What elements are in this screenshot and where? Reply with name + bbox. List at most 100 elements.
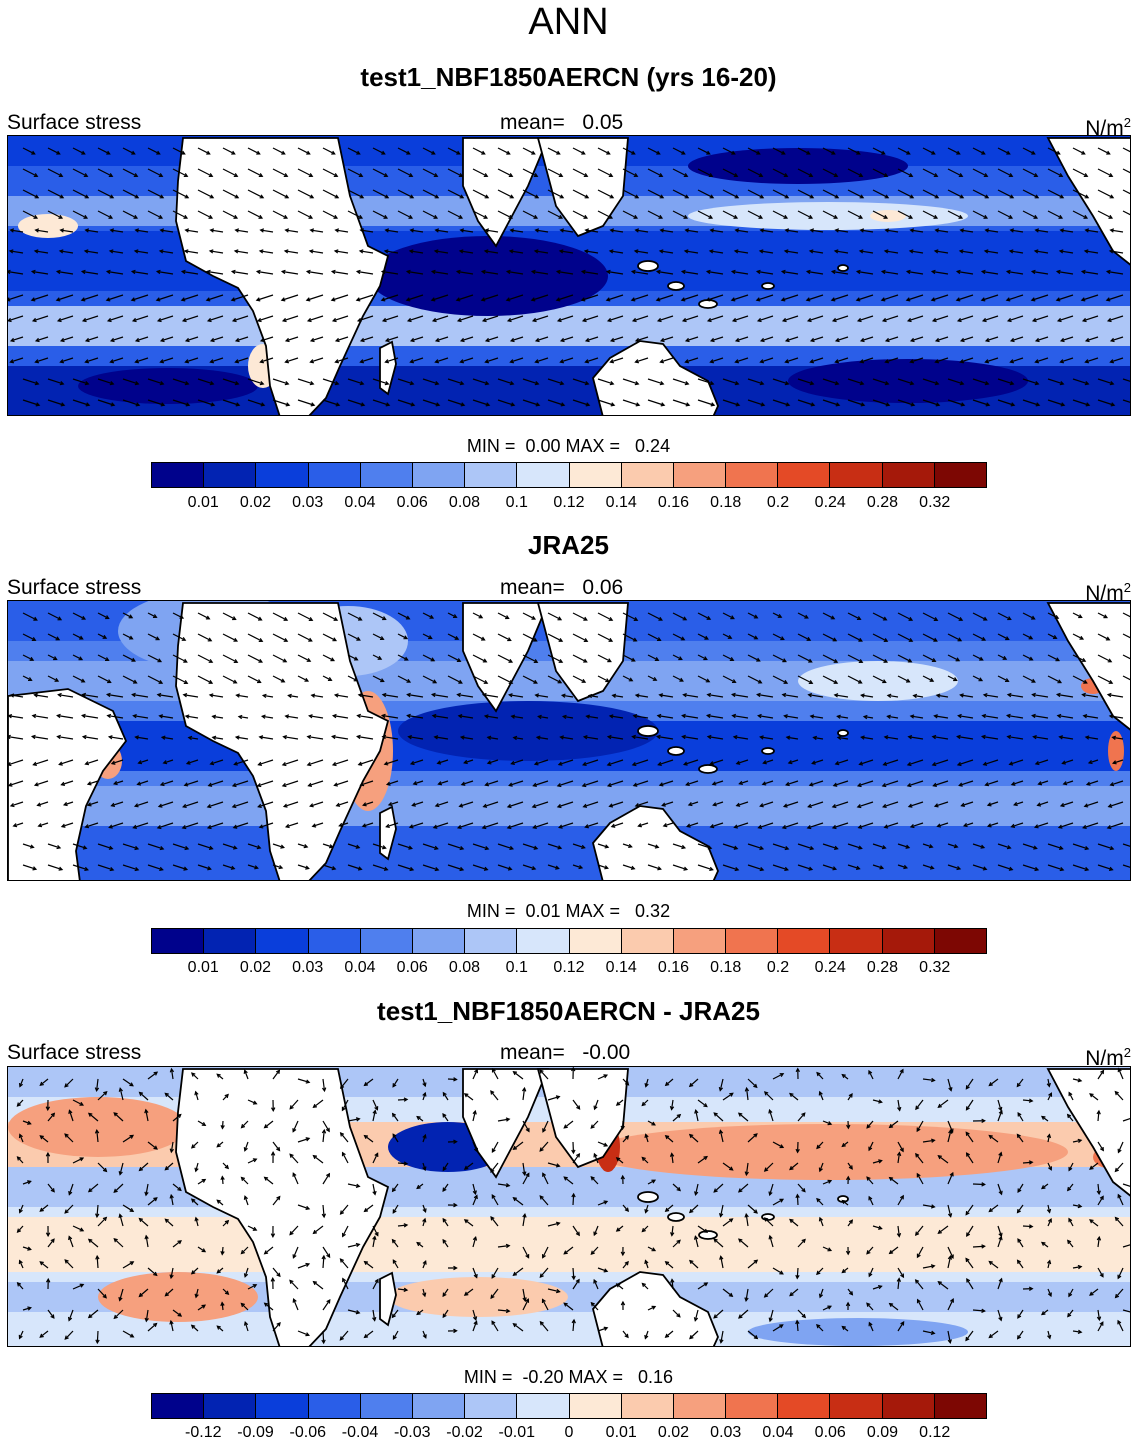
wind-vector-head [628, 677, 634, 682]
wind-vector-head [512, 1145, 518, 1151]
wind-vector-shaft [97, 210, 113, 219]
wind-vector-shaft [1010, 357, 1024, 363]
wind-vector-shaft [222, 843, 237, 849]
wind-vector-shaft [847, 864, 860, 870]
wind-vector-head [981, 1244, 986, 1249]
wind-vector-head [1006, 317, 1012, 323]
wind-vector-head [79, 1157, 85, 1162]
wind-vector-head [606, 317, 612, 323]
wind-vector-head [708, 214, 714, 219]
wind-vector-shaft [322, 1120, 330, 1132]
colorbar-tick-label: 0.04 [344, 959, 376, 976]
wind-vector-shaft [797, 1309, 806, 1318]
wind-vector-shaft [197, 675, 213, 684]
wind-vector-head [64, 1259, 69, 1264]
wind-vector-head [610, 823, 616, 828]
wind-vector-head [1009, 359, 1014, 364]
wind-vector-shaft [785, 229, 799, 233]
wind-vector-shaft [907, 270, 924, 275]
wind-vector-head [1109, 194, 1115, 199]
colorbar-swatch [517, 1394, 570, 1418]
wind-vector-shaft [160, 780, 174, 786]
wind-vector-head [998, 1277, 1003, 1283]
wind-vector-shaft [672, 1239, 681, 1248]
wind-vector-shaft [222, 633, 238, 642]
wind-vector-shaft [185, 336, 199, 342]
wind-vector-head [12, 823, 18, 828]
wind-vector-shaft [672, 210, 688, 219]
wind-vector-head [522, 1212, 527, 1218]
wind-vector-shaft [83, 736, 99, 740]
wind-vector-head [434, 845, 439, 850]
wind-vector-shaft [916, 1173, 924, 1185]
wind-vector-head [998, 1151, 1003, 1157]
wind-vector-shaft [197, 189, 214, 199]
wind-vector-head [381, 150, 386, 155]
wind-vector-shaft [186, 759, 199, 765]
wind-vector-shaft [407, 270, 424, 275]
wind-vector-shaft [481, 294, 499, 301]
wind-vector-head [1081, 692, 1086, 698]
figure-title: ANN [528, 1, 609, 43]
colorbar-tick-label: 0.06 [396, 959, 428, 976]
wind-vector-shaft [797, 168, 813, 177]
wind-vector-head [187, 735, 193, 741]
wind-vector-shaft [385, 336, 399, 342]
wind-vector-shaft [422, 210, 438, 219]
australia-outline [592, 805, 719, 880]
wind-vector-head [207, 782, 213, 787]
wind-vector-head [883, 214, 889, 219]
wind-vector-head [220, 1250, 225, 1256]
wind-vector-head [434, 337, 440, 343]
wind-vector-shaft [1057, 315, 1074, 322]
wind-vector-shaft [872, 864, 884, 869]
wind-vector-head [478, 614, 484, 619]
wind-vector-head [305, 865, 310, 870]
wind-vector-head [593, 1278, 598, 1284]
colorbar-tick-label: 0.24 [814, 959, 846, 976]
wind-vector-head [321, 1213, 327, 1219]
wind-vector-head [632, 782, 638, 787]
wind-vector-shaft [145, 1109, 149, 1122]
wind-vector-head [563, 1176, 568, 1181]
wind-vector-shaft [513, 1197, 524, 1206]
wind-vector-head [633, 249, 639, 254]
wind-vector-shaft [1097, 1321, 1104, 1332]
wind-vector-head [533, 845, 539, 850]
wind-vector-shaft [283, 801, 299, 808]
wind-vector-head [1005, 636, 1010, 641]
wind-vector-shaft [922, 654, 936, 662]
wind-vector-head [39, 1261, 44, 1266]
wind-vector-shaft [47, 1113, 55, 1122]
wind-vector-head [733, 173, 739, 177]
wind-vector-head [181, 636, 187, 641]
wind-vector-head [484, 845, 490, 851]
wind-vector-head [201, 1178, 207, 1183]
wind-vector-head [909, 228, 915, 233]
wind-vector-head [216, 1143, 221, 1148]
wind-vector-head [180, 297, 186, 302]
wind-vector-shaft [607, 270, 624, 275]
wind-vector-shaft [357, 714, 374, 719]
wind-vector-shaft [22, 1120, 31, 1125]
wind-vector-head [157, 803, 163, 808]
wind-vector-head [430, 269, 436, 275]
wind-vector-head [434, 359, 439, 364]
wind-vector-head [998, 1190, 1003, 1196]
wind-vector-head [1056, 317, 1062, 323]
wind-vector-shaft [772, 843, 789, 850]
wind-vector-head [158, 679, 164, 684]
wind-vector-head [615, 1157, 621, 1162]
wind-vector-head [372, 1109, 377, 1115]
wind-vector-head [1058, 735, 1064, 740]
wind-vector-head [453, 1139, 458, 1144]
wind-vector-head [155, 636, 161, 641]
wind-vector-head [59, 337, 65, 343]
wind-vector-shaft [497, 189, 514, 199]
wind-vector-head [685, 402, 691, 407]
wind-vector-shaft [258, 759, 274, 766]
wind-vector-head [109, 359, 114, 364]
wind-vector-shaft [241, 1177, 249, 1185]
wind-vector-shaft [64, 1078, 74, 1088]
wind-vector-shaft [63, 801, 74, 806]
